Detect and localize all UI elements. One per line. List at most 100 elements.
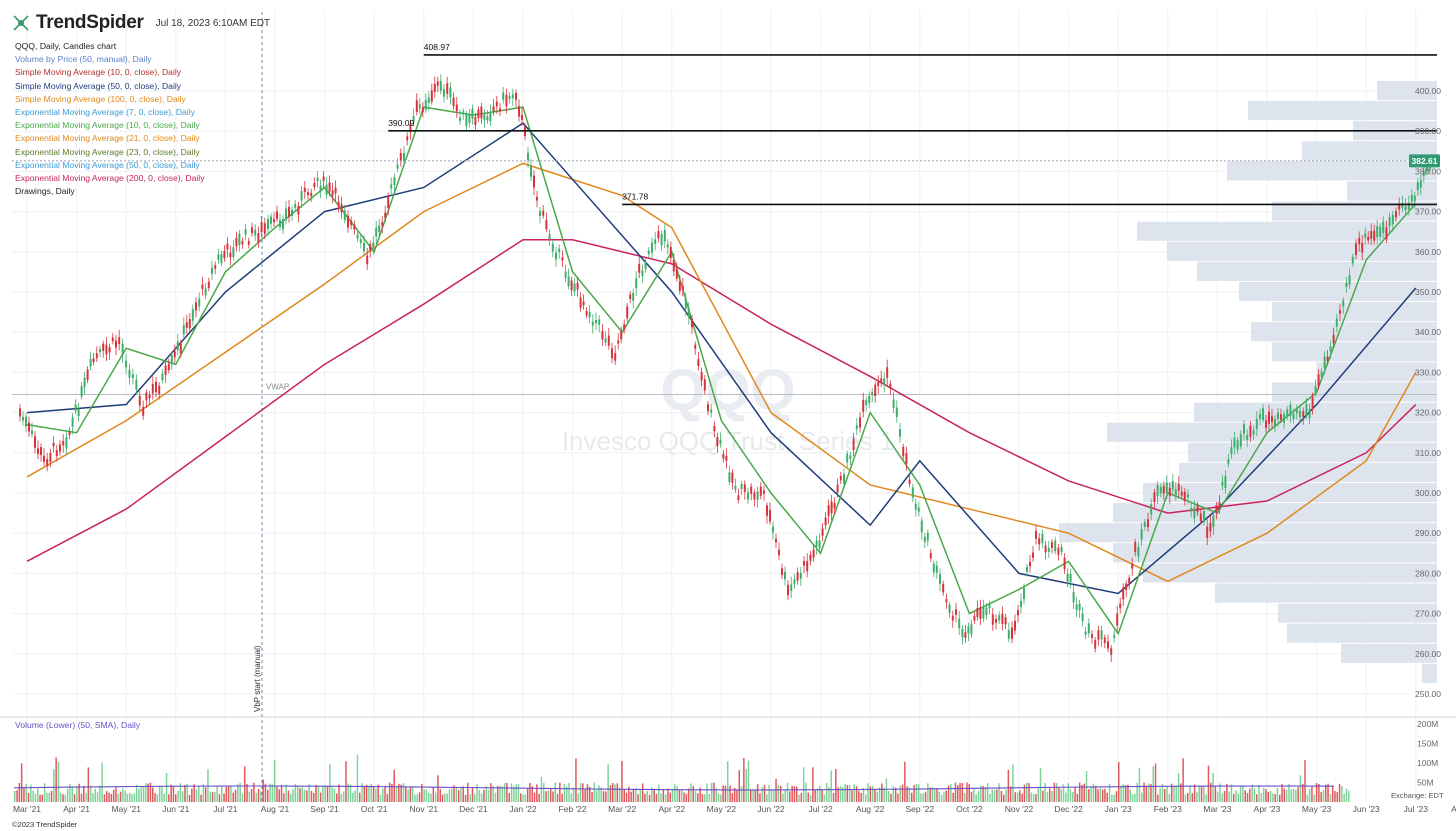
- volume-bar: [457, 789, 460, 802]
- x-tick-label: Feb '23: [1154, 804, 1182, 814]
- candle-body: [778, 549, 780, 556]
- candle-body: [1137, 546, 1140, 557]
- candle-body: [198, 298, 201, 307]
- candle-body: [1342, 300, 1345, 307]
- legend-item[interactable]: Simple Moving Average (100, 0, close), D…: [15, 93, 186, 104]
- volume-bar: [855, 786, 858, 802]
- candle-body: [1054, 540, 1057, 552]
- candle-body: [499, 108, 501, 112]
- volume-bar: [701, 793, 704, 802]
- candle-body: [1249, 425, 1252, 437]
- y-tick-label: 360.00: [1415, 247, 1441, 257]
- volume-bar: [713, 782, 715, 802]
- candle-body: [251, 227, 253, 234]
- candle-body: [340, 203, 343, 212]
- volume-bar: [632, 789, 635, 802]
- candle-body: [883, 378, 886, 385]
- candle-body: [1190, 508, 1193, 512]
- volume-bar: [1088, 789, 1090, 802]
- volume-bar: [230, 785, 232, 802]
- legend-item[interactable]: Exponential Moving Average (23, 0, close…: [15, 146, 200, 157]
- volume-bar: [1212, 772, 1214, 802]
- volume-bar: [92, 793, 94, 802]
- candle-body: [815, 540, 818, 547]
- volume-bar: [1219, 783, 1221, 802]
- volume-bar: [248, 791, 251, 802]
- volume-bar: [1302, 783, 1304, 802]
- volume-bar: [168, 794, 170, 802]
- volume-bar: [267, 789, 269, 802]
- volume-bar: [1122, 783, 1125, 802]
- volume-bar: [434, 792, 437, 802]
- volume-bar: [214, 792, 216, 802]
- candle-body: [170, 354, 173, 365]
- y-tick-label: 310.00: [1415, 448, 1441, 458]
- legend-item[interactable]: Simple Moving Average (50, 0, close), Da…: [15, 80, 182, 91]
- candle-body: [40, 447, 42, 456]
- candle-body: [1168, 487, 1171, 496]
- volume-bar: [1246, 792, 1249, 802]
- legend-item[interactable]: Exponential Moving Average (200, 0, clos…: [15, 173, 205, 184]
- vwap-label: VWAP: [266, 383, 289, 392]
- volume-bar: [191, 788, 193, 802]
- volume-bar: [301, 787, 303, 802]
- volume-bar: [1023, 784, 1026, 802]
- volume-bar: [802, 767, 805, 802]
- candle-body: [1289, 404, 1292, 417]
- volume-bar: [1111, 794, 1113, 802]
- candle-body: [1206, 526, 1209, 539]
- legend-item[interactable]: Exponential Moving Average (10, 0, close…: [15, 120, 200, 131]
- volume-bar: [271, 784, 274, 802]
- volume-bar: [444, 793, 446, 802]
- candle-body: [1305, 404, 1308, 415]
- volume-bar: [651, 787, 653, 802]
- volume-bar: [202, 784, 205, 802]
- candle-body: [579, 297, 582, 308]
- exchange-label: Exchange: EDT: [1391, 791, 1444, 800]
- candle-body: [55, 450, 58, 457]
- volume-bar: [158, 785, 161, 802]
- candle-body: [300, 191, 303, 201]
- legend-item[interactable]: Drawings, Daily: [15, 186, 75, 197]
- volume-bar: [1292, 788, 1295, 802]
- volume-bar: [499, 785, 501, 802]
- volume-bar: [129, 792, 131, 802]
- candle-body: [719, 440, 722, 444]
- candle-body: [1032, 552, 1034, 558]
- volume-bar: [862, 787, 865, 802]
- candle-body: [555, 252, 557, 260]
- volume-bar: [547, 790, 550, 802]
- candle-body: [843, 474, 845, 484]
- volume-bar: [791, 786, 793, 802]
- candle-body: [542, 210, 545, 216]
- candle-body: [728, 472, 731, 483]
- volume-bar: [370, 783, 372, 802]
- volume-bar: [885, 778, 888, 802]
- volume-bar: [209, 791, 211, 802]
- candle-body: [582, 301, 585, 306]
- volume-bar: [76, 786, 78, 802]
- volume-bar: [317, 786, 320, 802]
- volume-bar: [161, 787, 163, 802]
- volume-bar: [1060, 789, 1062, 802]
- legend-item[interactable]: Exponential Moving Average (21, 0, close…: [15, 133, 200, 144]
- volume-bar: [338, 784, 340, 802]
- legend-item[interactable]: Simple Moving Average (10, 0, close), Da…: [15, 67, 182, 78]
- volume-bar: [1124, 785, 1127, 802]
- volume-bar: [32, 790, 34, 802]
- candle-body: [291, 209, 293, 216]
- candle-body: [846, 453, 849, 463]
- candle-body: [995, 618, 997, 623]
- candle-body: [561, 257, 564, 261]
- candle-body: [105, 344, 108, 355]
- volume-bar: [853, 784, 855, 802]
- legend-item[interactable]: Exponential Moving Average (7, 0, close)…: [15, 107, 195, 118]
- volume-bar: [290, 793, 292, 802]
- volume-bar: [345, 761, 347, 802]
- legend-item[interactable]: Exponential Moving Average (50, 0, close…: [15, 159, 200, 170]
- volume-bar: [1141, 792, 1143, 802]
- candle-body: [80, 386, 83, 397]
- candles: [19, 74, 1431, 663]
- legend-item[interactable]: Volume by Price (50, manual), Daily: [15, 54, 152, 65]
